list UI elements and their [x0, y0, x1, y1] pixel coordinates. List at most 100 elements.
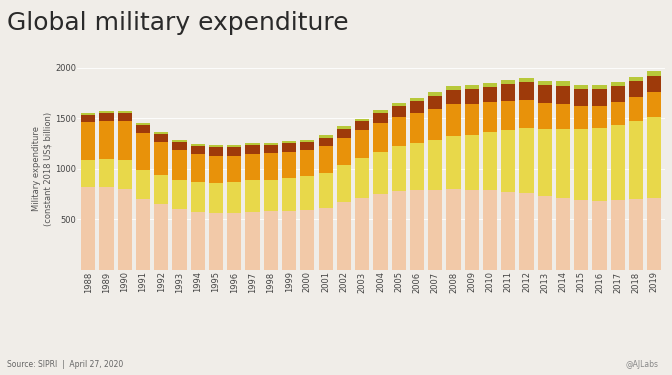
Bar	[428, 190, 442, 270]
Bar	[319, 173, 333, 208]
Bar	[611, 86, 625, 102]
Bar	[611, 200, 625, 270]
Bar	[574, 106, 589, 129]
Bar	[337, 138, 351, 165]
Bar	[154, 175, 169, 204]
Bar	[373, 194, 388, 270]
Bar	[337, 126, 351, 129]
Bar	[245, 212, 259, 270]
Bar	[173, 150, 187, 180]
Bar	[118, 189, 132, 270]
Bar	[574, 89, 589, 106]
Bar	[209, 183, 223, 213]
Bar	[373, 123, 388, 152]
Bar	[611, 82, 625, 86]
Bar	[118, 113, 132, 121]
Bar	[483, 87, 497, 102]
Bar	[263, 180, 278, 211]
Bar	[647, 92, 661, 117]
Bar	[629, 97, 643, 121]
Bar	[428, 109, 442, 140]
Bar	[173, 180, 187, 209]
Text: Global military expenditure: Global military expenditure	[7, 11, 348, 35]
Bar	[629, 77, 643, 81]
Bar	[392, 117, 406, 146]
Bar	[319, 146, 333, 173]
Y-axis label: Military expenditure
(constant 2018 US$ billion): Military expenditure (constant 2018 US$ …	[32, 112, 52, 226]
Bar	[81, 122, 95, 160]
Bar	[300, 142, 314, 150]
Bar	[373, 110, 388, 113]
Bar	[355, 130, 370, 158]
Bar	[410, 143, 424, 190]
Bar	[410, 113, 424, 143]
Bar	[337, 129, 351, 138]
Bar	[593, 106, 607, 128]
Bar	[227, 145, 241, 147]
Bar	[574, 85, 589, 89]
Bar	[483, 190, 497, 270]
Bar	[191, 182, 205, 212]
Bar	[355, 198, 370, 270]
Bar	[99, 159, 114, 187]
Bar	[154, 142, 169, 175]
Bar	[136, 133, 150, 170]
Bar	[538, 129, 552, 196]
Bar	[392, 191, 406, 270]
Bar	[300, 210, 314, 270]
Bar	[446, 136, 460, 189]
Bar	[99, 114, 114, 121]
Bar	[337, 165, 351, 202]
Bar	[282, 141, 296, 143]
Bar	[501, 192, 515, 270]
Bar	[629, 81, 643, 97]
Bar	[81, 115, 95, 122]
Bar	[282, 143, 296, 152]
Bar	[300, 150, 314, 176]
Bar	[538, 86, 552, 103]
Bar	[647, 198, 661, 270]
Bar	[574, 129, 589, 200]
Bar	[519, 100, 534, 128]
Bar	[574, 200, 589, 270]
Bar	[282, 178, 296, 211]
Bar	[227, 213, 241, 270]
Bar	[483, 82, 497, 87]
Bar	[282, 211, 296, 270]
Bar	[191, 146, 205, 154]
Bar	[337, 202, 351, 270]
Bar	[428, 96, 442, 109]
Bar	[647, 72, 661, 76]
Bar	[629, 121, 643, 199]
Bar	[538, 81, 552, 86]
Bar	[556, 198, 570, 270]
Bar	[263, 153, 278, 180]
Bar	[136, 123, 150, 125]
Bar	[154, 204, 169, 270]
Bar	[556, 81, 570, 86]
Bar	[556, 86, 570, 104]
Bar	[136, 125, 150, 133]
Bar	[209, 147, 223, 156]
Bar	[191, 154, 205, 182]
Bar	[519, 128, 534, 193]
Bar	[227, 156, 241, 182]
Bar	[446, 189, 460, 270]
Text: Source: SIPRI  |  April 27, 2020: Source: SIPRI | April 27, 2020	[7, 360, 123, 369]
Bar	[245, 154, 259, 180]
Bar	[99, 121, 114, 159]
Bar	[446, 86, 460, 90]
Bar	[593, 89, 607, 106]
Bar	[373, 113, 388, 123]
Bar	[392, 104, 406, 106]
Bar	[227, 182, 241, 213]
Bar	[173, 209, 187, 270]
Bar	[629, 199, 643, 270]
Bar	[593, 128, 607, 201]
Bar	[464, 104, 479, 135]
Bar	[99, 187, 114, 270]
Bar	[501, 80, 515, 84]
Bar	[81, 113, 95, 115]
Bar	[464, 135, 479, 190]
Bar	[227, 147, 241, 156]
